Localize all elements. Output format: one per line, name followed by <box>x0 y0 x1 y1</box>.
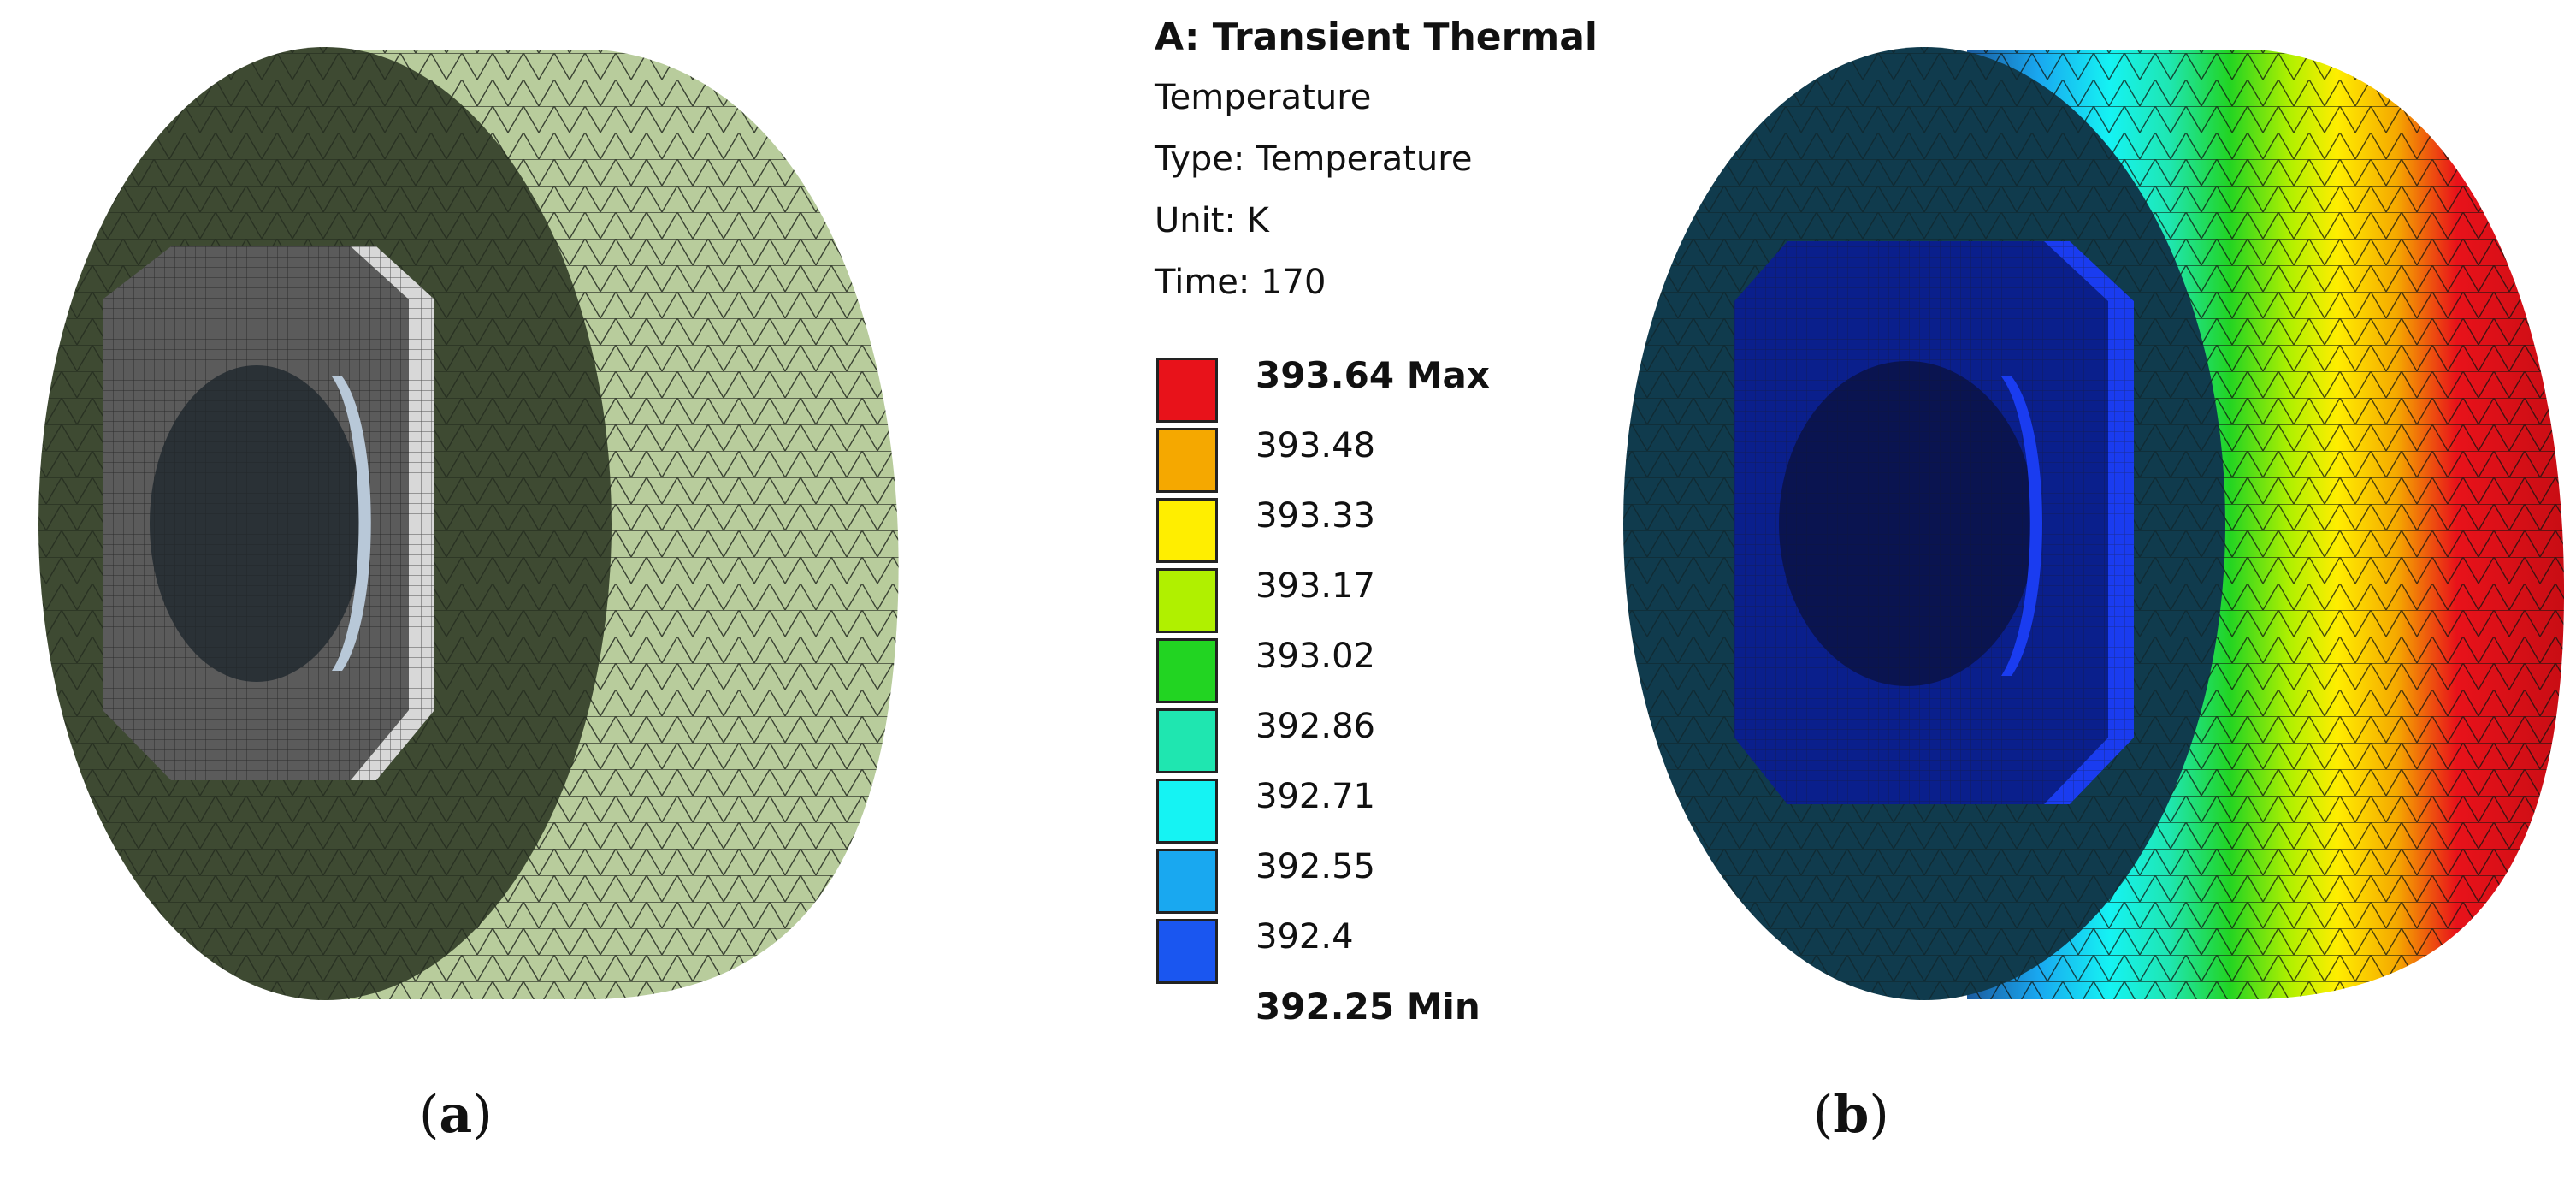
caption-a: (a) <box>419 1085 493 1145</box>
legend-time: Time: 170 <box>1155 263 1326 302</box>
legend: A: Transient Thermal Temperature Type: T… <box>1155 15 1634 321</box>
color-swatch-2 <box>1156 428 1218 493</box>
color-swatch-6 <box>1156 708 1218 773</box>
legend-unit: Unit: K <box>1155 201 1269 240</box>
scale-label: 392.71 <box>1256 777 1375 816</box>
color-scale <box>1156 358 1225 989</box>
scale-label-max: 393.64 Max <box>1256 354 1490 396</box>
scale-label: 392.86 <box>1256 707 1375 746</box>
scale-label: 393.48 <box>1256 426 1375 465</box>
caption-b: (b) <box>1813 1085 1889 1145</box>
color-swatch-5 <box>1156 638 1218 703</box>
color-swatch-1 <box>1156 358 1218 423</box>
color-swatch-3 <box>1156 498 1218 563</box>
color-swatch-9 <box>1156 919 1218 984</box>
mesh-model-panel <box>38 47 899 1000</box>
legend-quantity: Temperature <box>1155 78 1372 117</box>
color-swatch-8 <box>1156 849 1218 914</box>
color-scale-labels: 393.64 Max 393.48 393.33 393.17 393.02 3… <box>1256 341 1490 1042</box>
scale-label: 393.02 <box>1256 637 1375 676</box>
color-swatch-4 <box>1156 568 1218 633</box>
temperature-contour-panel <box>1623 47 2565 1000</box>
scale-label: 392.4 <box>1256 917 1354 957</box>
color-swatch-7 <box>1156 779 1218 844</box>
scale-label: 393.33 <box>1256 496 1375 536</box>
legend-type: Type: Temperature <box>1155 139 1473 179</box>
scale-label-min: 392.25 Min <box>1256 986 1480 1028</box>
legend-title: A: Transient Thermal <box>1155 15 1598 59</box>
scale-label: 393.17 <box>1256 566 1375 606</box>
scale-label: 392.55 <box>1256 847 1375 886</box>
